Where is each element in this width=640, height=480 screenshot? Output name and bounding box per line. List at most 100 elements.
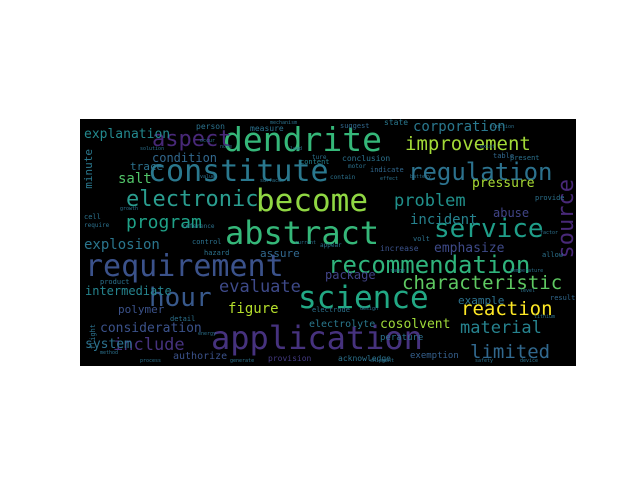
word-table: table [493, 152, 515, 160]
word-flight: flight [89, 324, 97, 350]
word-material: material [460, 318, 542, 338]
word-recommendation: recommendation [328, 251, 531, 279]
word-measure: measure [250, 124, 284, 133]
word-cloud: dendrite constitute abstract become requ… [80, 119, 576, 366]
word-person: person [196, 122, 225, 131]
word-safety: safety [475, 358, 494, 364]
word-current: current [295, 240, 317, 246]
word-lithium: lithium [534, 314, 556, 320]
word-polymer: polymer [118, 303, 165, 316]
word-increase: increase [380, 244, 419, 253]
word-source: source [554, 179, 576, 259]
word-characteristic: characteristic [402, 272, 563, 294]
word-conclusion: conclusion [342, 154, 391, 163]
word-dendrite: dendrite [223, 120, 382, 159]
word-incident: incident [410, 212, 478, 228]
word-become: become [256, 183, 368, 219]
word-requirement: requirement [85, 249, 284, 284]
word-service: service [434, 214, 544, 244]
word-abstract: abstract [225, 214, 380, 252]
word-device: device [520, 358, 539, 364]
word-growth: growth [120, 206, 139, 212]
word-generate: generate [230, 358, 255, 364]
word-corporation: corporation [413, 119, 506, 135]
word-allow: allow [542, 251, 564, 259]
word-factor: factor [540, 230, 559, 236]
word-motor: motor [348, 163, 367, 170]
word-ture: ture [312, 154, 327, 161]
word-control: control [192, 238, 222, 246]
word-note: note [220, 144, 233, 150]
word-design: design [360, 306, 379, 312]
word-constitute: constitute [148, 154, 329, 189]
word-provide: provide [535, 194, 565, 202]
word-content: content [300, 158, 330, 166]
word-authorize: authorize [173, 351, 228, 362]
word-evaluate: evaluate [219, 277, 301, 297]
word-system: system [85, 337, 132, 352]
word-acknowledge: acknowledge [338, 354, 391, 363]
word-solution: solution [140, 146, 165, 152]
word-consideration: consideration [100, 321, 202, 336]
word-state: state [384, 119, 409, 127]
word-result: result [550, 294, 576, 302]
word-application: application [211, 319, 423, 357]
word-level: level [520, 288, 536, 294]
word-electronic: electronic [126, 187, 259, 212]
word-function: function [490, 124, 515, 130]
word-product: product [100, 278, 130, 286]
word-detail: detail [170, 315, 196, 323]
word-surface: surface [260, 178, 282, 184]
word-exemption: exemption [410, 351, 459, 361]
word-science: science [298, 280, 429, 316]
word-limited: limited [470, 341, 551, 363]
word-volt: volt [413, 235, 430, 243]
word-reaction: reaction [461, 298, 553, 320]
word-present: present [510, 154, 540, 162]
word-process: process [140, 358, 162, 364]
word-figure: figure [228, 301, 279, 317]
word-hour: hour [149, 283, 212, 313]
word-package: package [325, 268, 376, 282]
word-effect: effect [380, 176, 399, 182]
word-provision: provision [268, 354, 312, 363]
word-mechanism: mechanism [270, 120, 298, 126]
word-salt: salt [118, 171, 152, 187]
word-lead: lead [290, 146, 303, 152]
word-perature: perature [380, 333, 424, 343]
word-value: value [200, 174, 216, 180]
word-intermediate: intermediate [85, 284, 172, 298]
word-trace: trace [130, 160, 164, 173]
word-method: method [100, 350, 119, 356]
word-indicate: indicate [370, 166, 404, 174]
word-pressure: pressure [472, 176, 535, 191]
word-energy: energy [198, 331, 217, 337]
word-hazard: hazard [204, 249, 230, 257]
word-cosolvent: cosolvent [380, 317, 451, 332]
word-minute: minute [82, 149, 95, 189]
word-explanation: explanation [84, 127, 171, 142]
word-require: require [84, 222, 110, 229]
word-cell: cell [84, 213, 101, 221]
word-battery: battery [410, 174, 432, 180]
word-reference: reference [182, 223, 215, 230]
word-abuse: abuse [493, 206, 530, 220]
word-assure: assure [260, 247, 300, 260]
word-include: include [113, 335, 185, 355]
word-explosion: explosion [84, 237, 160, 253]
word-exist: exist [480, 144, 496, 150]
word-contain: contain [330, 174, 356, 181]
word-shipment: shipment [370, 358, 395, 364]
word-condition: condition [152, 151, 218, 165]
word-electrolyte: electrolyte [309, 319, 376, 330]
word-appear: appear [320, 242, 342, 249]
word-problem: problem [394, 191, 466, 211]
word-occur: occur [200, 138, 216, 144]
word-regulation: regulation [408, 158, 553, 186]
word-temperature: temperature [510, 268, 544, 274]
word-program: program [126, 212, 202, 233]
word-improvement: improvement [405, 133, 531, 155]
word-electrode: electrode [312, 306, 350, 314]
word-emphasize: emphasize [434, 241, 505, 256]
word-aspect: aspect [152, 127, 232, 152]
